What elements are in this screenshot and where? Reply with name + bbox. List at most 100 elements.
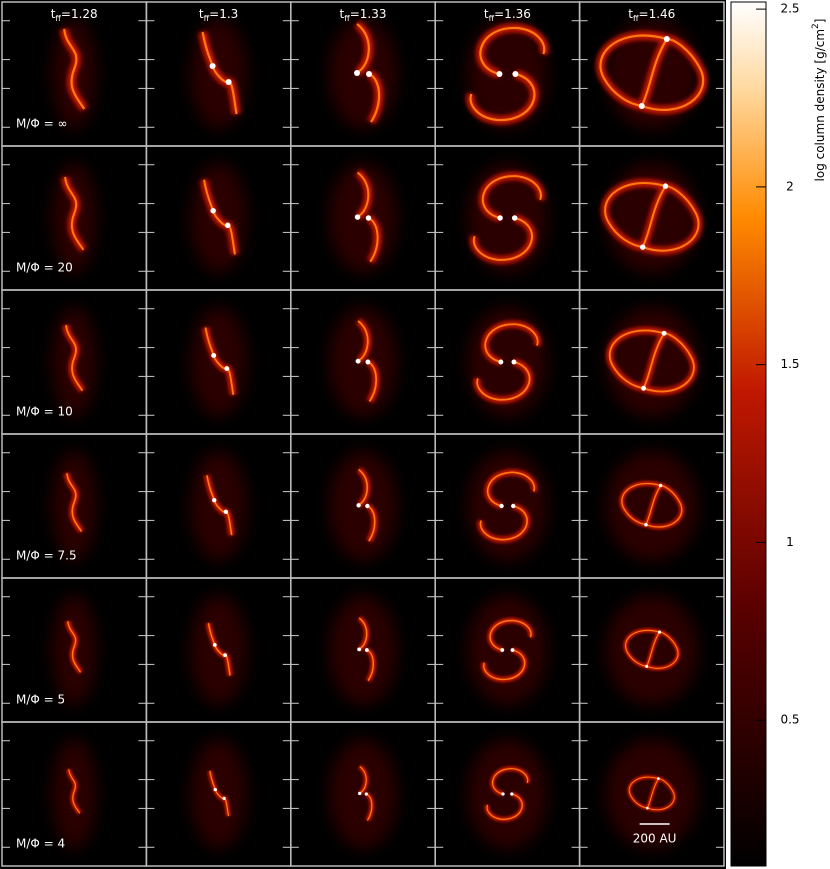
- cloud: [329, 451, 397, 561]
- sink: [355, 358, 361, 364]
- cloud: [467, 739, 548, 849]
- panel: [578, 433, 725, 579]
- filament: [204, 327, 235, 395]
- sink: [365, 503, 370, 509]
- sink: [210, 207, 216, 214]
- sink: [510, 792, 514, 796]
- filament: [599, 34, 705, 112]
- filament: [625, 629, 679, 669]
- column-label: tff=1.33: [339, 7, 386, 23]
- colorbar-tick-label: 1.5: [780, 357, 799, 371]
- sink: [658, 483, 663, 488]
- panel: [578, 145, 725, 291]
- time-symbol: t: [339, 7, 344, 21]
- filament: [65, 324, 84, 392]
- colorbar-tick-label: 2: [786, 179, 794, 193]
- panel: [434, 289, 581, 435]
- sink: [662, 183, 669, 189]
- colorbar-tick-label: 0.5: [780, 713, 799, 727]
- panel: [578, 1, 725, 147]
- sink: [213, 787, 217, 792]
- time-subscript: ff: [55, 14, 61, 23]
- panel: [1, 289, 148, 435]
- panel: [1, 1, 148, 147]
- sink: [641, 385, 647, 391]
- column-value: =1.46: [639, 7, 676, 21]
- filament: [359, 766, 373, 821]
- row-label: M/Φ = 5: [16, 693, 65, 707]
- filament: [358, 617, 374, 682]
- row-label: M/Φ = 10: [16, 405, 73, 419]
- sink: [356, 503, 361, 508]
- colorbar-tick-label: 1: [786, 535, 794, 549]
- filament: [479, 471, 536, 541]
- sink: [223, 653, 227, 658]
- panel: [290, 145, 436, 291]
- panel: [290, 721, 436, 867]
- sink: [511, 359, 517, 365]
- cloud: [329, 739, 397, 849]
- sink: [364, 648, 369, 652]
- column-value: =1.28: [61, 7, 98, 21]
- panel: [145, 721, 292, 867]
- filament: [621, 482, 683, 528]
- sink: [223, 509, 229, 515]
- time-symbol: t: [199, 7, 204, 21]
- sink: [354, 70, 360, 76]
- panel: [145, 289, 292, 435]
- colorbar: [730, 1, 767, 867]
- sink: [364, 792, 368, 796]
- panel: [578, 721, 725, 867]
- sink: [366, 71, 372, 77]
- time-subscript: ff: [344, 14, 350, 23]
- sink: [663, 36, 670, 42]
- cloud: [329, 307, 397, 417]
- sink: [225, 79, 232, 85]
- filament: [476, 323, 539, 401]
- filament: [66, 473, 83, 532]
- sink: [209, 63, 216, 69]
- sink: [511, 215, 518, 221]
- filament: [356, 171, 379, 263]
- sink: [501, 792, 505, 796]
- sink: [512, 71, 519, 77]
- time-symbol: t: [51, 7, 56, 21]
- column-label: tff=1.36: [484, 7, 531, 23]
- filament: [483, 619, 532, 681]
- row-label: M/Φ = ∞: [16, 117, 68, 131]
- filament: [209, 770, 230, 817]
- filament: [68, 769, 81, 814]
- sink: [211, 352, 217, 358]
- filament: [472, 175, 542, 261]
- colorbar-tick-label: 2.5: [780, 2, 799, 16]
- panel: [145, 145, 292, 291]
- sink: [645, 664, 649, 668]
- panel: [434, 577, 581, 723]
- cloud: [467, 451, 548, 561]
- cloud: [467, 595, 548, 705]
- row-label: M/Φ = 20: [16, 261, 73, 275]
- filament: [207, 622, 231, 676]
- sink: [661, 330, 667, 336]
- time-subscript: ff: [489, 14, 495, 23]
- sink: [500, 648, 505, 652]
- sink: [365, 359, 371, 365]
- filament: [469, 26, 546, 122]
- sink: [212, 497, 217, 503]
- sink: [212, 642, 217, 647]
- time-symbol: t: [484, 7, 489, 21]
- sink: [224, 222, 231, 229]
- filament: [206, 475, 233, 536]
- filament: [486, 768, 529, 820]
- panel: [434, 433, 581, 579]
- column-value: =1.3: [209, 7, 238, 21]
- panel: [290, 1, 436, 147]
- time-symbol: t: [628, 7, 633, 21]
- sink: [498, 359, 504, 365]
- row-label: M/Φ = 7.5: [16, 549, 77, 563]
- sink: [510, 648, 515, 652]
- time-subscript: ff: [633, 14, 639, 23]
- filament: [358, 468, 376, 542]
- colorbar-label: log column density [g/cm2]: [811, 19, 827, 182]
